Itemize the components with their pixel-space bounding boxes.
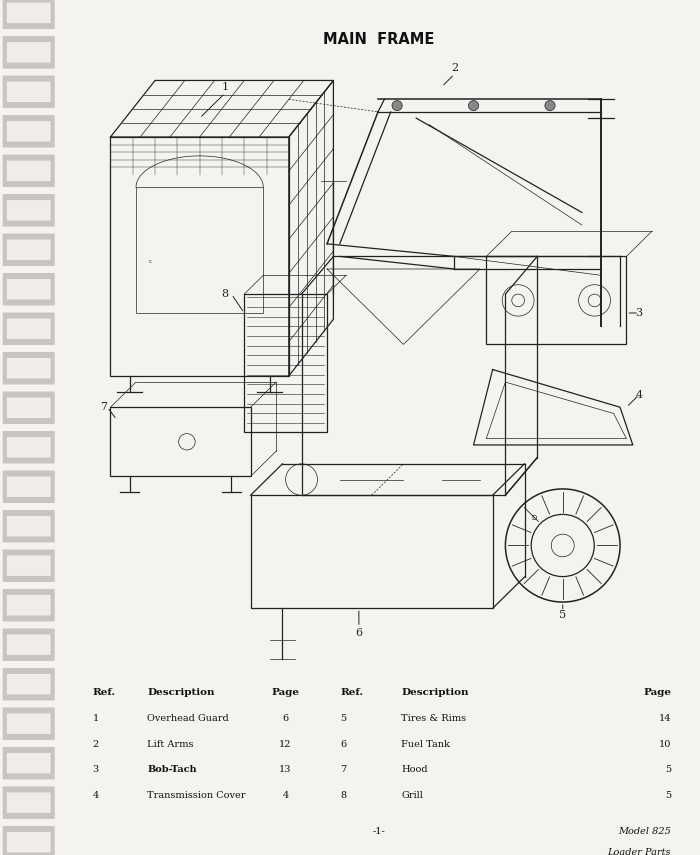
FancyBboxPatch shape — [3, 0, 55, 29]
Text: 5: 5 — [340, 714, 346, 723]
FancyBboxPatch shape — [7, 239, 50, 260]
FancyBboxPatch shape — [7, 674, 50, 694]
FancyBboxPatch shape — [7, 753, 50, 774]
Text: -1-: -1- — [372, 827, 385, 836]
FancyBboxPatch shape — [7, 793, 50, 813]
FancyBboxPatch shape — [3, 194, 55, 227]
Text: 5: 5 — [665, 791, 671, 800]
Text: Description: Description — [401, 688, 469, 698]
FancyBboxPatch shape — [3, 470, 55, 503]
Text: 4: 4 — [282, 791, 288, 800]
Text: 12: 12 — [279, 740, 292, 749]
FancyBboxPatch shape — [3, 550, 55, 582]
Text: 4: 4 — [636, 390, 643, 399]
Circle shape — [468, 101, 479, 110]
FancyBboxPatch shape — [7, 42, 50, 62]
FancyBboxPatch shape — [7, 595, 50, 616]
FancyBboxPatch shape — [7, 634, 50, 655]
FancyBboxPatch shape — [7, 398, 50, 418]
Text: 13: 13 — [279, 765, 292, 775]
Text: c: c — [148, 259, 152, 263]
FancyBboxPatch shape — [3, 155, 55, 187]
Text: Bob-Tach: Bob-Tach — [148, 765, 197, 775]
FancyBboxPatch shape — [7, 713, 50, 734]
Text: 5: 5 — [665, 765, 671, 775]
FancyBboxPatch shape — [3, 75, 55, 108]
Text: 5: 5 — [559, 610, 566, 620]
Text: Description: Description — [148, 688, 215, 698]
Text: Overhead Guard: Overhead Guard — [148, 714, 229, 723]
Text: Transmission Cover: Transmission Cover — [148, 791, 246, 800]
Text: 1: 1 — [92, 714, 99, 723]
Text: Lift Arms: Lift Arms — [148, 740, 194, 749]
Bar — [486, 256, 626, 345]
FancyBboxPatch shape — [3, 313, 55, 345]
FancyBboxPatch shape — [7, 81, 50, 102]
Text: Loader Parts: Loader Parts — [608, 848, 671, 855]
Text: Model 825: Model 825 — [618, 827, 671, 836]
FancyBboxPatch shape — [7, 358, 50, 379]
Text: Hood: Hood — [401, 765, 428, 775]
FancyBboxPatch shape — [7, 279, 50, 299]
Text: 3: 3 — [92, 765, 99, 775]
Text: 6: 6 — [340, 740, 346, 749]
Text: MAIN  FRAME: MAIN FRAME — [323, 32, 435, 48]
Text: Tires & Rims: Tires & Rims — [401, 714, 466, 723]
FancyBboxPatch shape — [3, 510, 55, 542]
FancyBboxPatch shape — [3, 36, 55, 68]
Text: Page: Page — [643, 688, 671, 698]
FancyBboxPatch shape — [7, 476, 50, 497]
FancyBboxPatch shape — [3, 115, 55, 148]
Text: 7: 7 — [101, 402, 108, 412]
Bar — [244, 294, 327, 433]
Text: 10: 10 — [659, 740, 671, 749]
FancyBboxPatch shape — [3, 747, 55, 780]
Circle shape — [545, 101, 555, 110]
FancyBboxPatch shape — [3, 233, 55, 266]
FancyBboxPatch shape — [3, 273, 55, 305]
Text: 6: 6 — [283, 714, 288, 723]
FancyBboxPatch shape — [7, 516, 50, 536]
FancyBboxPatch shape — [3, 628, 55, 661]
Text: 8: 8 — [222, 289, 229, 299]
Text: Ref.: Ref. — [340, 688, 363, 698]
FancyBboxPatch shape — [7, 161, 50, 181]
FancyBboxPatch shape — [3, 707, 55, 740]
Text: Ref.: Ref. — [92, 688, 116, 698]
Text: 6: 6 — [356, 628, 363, 639]
Text: 14: 14 — [659, 714, 671, 723]
FancyBboxPatch shape — [3, 668, 55, 700]
FancyBboxPatch shape — [3, 589, 55, 622]
Bar — [251, 495, 493, 609]
Circle shape — [392, 101, 402, 110]
FancyBboxPatch shape — [3, 352, 55, 385]
Text: 1: 1 — [222, 82, 229, 91]
Text: 4: 4 — [92, 791, 99, 800]
Bar — [111, 137, 289, 376]
Bar — [136, 187, 263, 313]
FancyBboxPatch shape — [3, 826, 55, 855]
FancyBboxPatch shape — [7, 200, 50, 221]
Text: D: D — [531, 516, 536, 522]
Text: Page: Page — [272, 688, 300, 698]
Text: 3: 3 — [636, 308, 643, 318]
FancyBboxPatch shape — [7, 832, 50, 852]
FancyBboxPatch shape — [3, 787, 55, 819]
Bar — [111, 407, 251, 476]
Text: 2: 2 — [451, 63, 458, 73]
FancyBboxPatch shape — [7, 319, 50, 339]
FancyBboxPatch shape — [7, 556, 50, 576]
FancyBboxPatch shape — [7, 3, 50, 23]
Text: Fuel Tank: Fuel Tank — [401, 740, 450, 749]
FancyBboxPatch shape — [7, 121, 50, 142]
FancyBboxPatch shape — [3, 431, 55, 463]
FancyBboxPatch shape — [3, 392, 55, 424]
FancyBboxPatch shape — [7, 437, 50, 457]
Text: 8: 8 — [340, 791, 346, 800]
Text: 7: 7 — [340, 765, 346, 775]
Text: 2: 2 — [92, 740, 99, 749]
Text: Grill: Grill — [401, 791, 423, 800]
